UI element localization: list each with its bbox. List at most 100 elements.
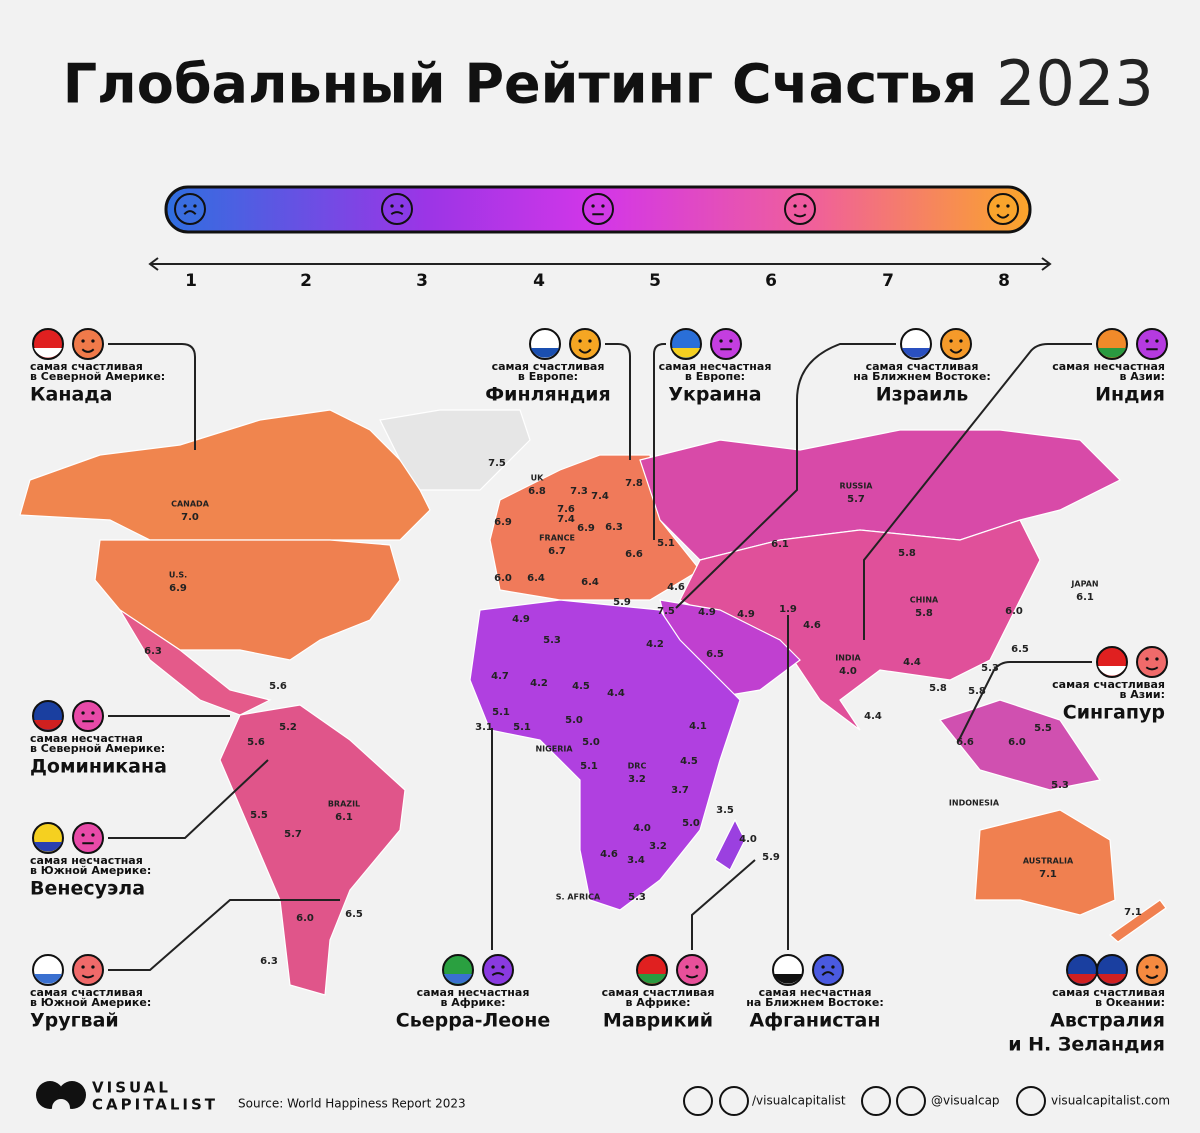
callout-caption: самая несчастная	[659, 360, 772, 373]
flag-stripe	[672, 348, 700, 358]
happiness-score: 4.6	[803, 620, 821, 631]
happiness-score: 5.5	[1034, 723, 1052, 734]
scale-face	[174, 193, 206, 225]
country-label: 6.9	[577, 523, 595, 534]
flag	[442, 954, 474, 986]
happiness-score: 5.1	[657, 538, 675, 549]
flag	[529, 328, 561, 360]
callout-country: Доминикана	[30, 756, 167, 778]
happiness-score: 5.7	[284, 829, 302, 840]
flag-stripe	[34, 348, 62, 358]
flag-stripe	[531, 348, 559, 358]
country-label: 6.0	[1005, 606, 1023, 617]
callout-caption: самая счастливая	[1052, 678, 1165, 691]
face-eye	[91, 833, 95, 837]
face-circle	[784, 193, 816, 225]
callout-caption: на Ближнем Востоке:	[746, 996, 884, 1009]
face-eye	[1155, 965, 1159, 969]
country-label: 5.5	[1034, 723, 1052, 734]
happiness-score: 4.9	[737, 609, 755, 620]
country-label: 7.1	[1124, 907, 1142, 918]
happiness-score: 5.1	[580, 761, 598, 772]
callout-country: Украина	[668, 384, 761, 406]
face-circle	[582, 193, 614, 225]
happiness-score: 7.5	[657, 606, 675, 617]
country-label: 5.3	[1051, 780, 1069, 791]
face-eye	[81, 965, 85, 969]
country-label: 7.4	[557, 514, 575, 525]
callout-caption: в Азии:	[1119, 688, 1165, 701]
face-circle	[940, 328, 972, 360]
country-name: AUSTRALIA	[1023, 857, 1074, 866]
flag	[32, 954, 64, 986]
face-eye	[996, 204, 1000, 208]
country-label: 5.5	[250, 810, 268, 821]
callout-caption: самая несчастная	[30, 732, 143, 745]
country-label: U.S. 6.9	[169, 571, 187, 595]
flag-stripe	[902, 348, 930, 358]
happiness-score: 7.8	[625, 478, 643, 489]
flag-stripe	[34, 974, 62, 984]
country-label: 6.0	[1008, 737, 1026, 748]
face-mouth	[81, 348, 95, 353]
country-label: 1.9	[779, 604, 797, 615]
happiness-score: 5.6	[247, 737, 265, 748]
country-name: INDIA	[835, 654, 861, 663]
face-mouth	[81, 974, 95, 979]
happiness-score: 5.3	[1051, 780, 1069, 791]
happiness-score: 7.0	[181, 512, 199, 523]
callout-face	[812, 954, 844, 986]
callout-face	[569, 328, 601, 360]
happiness-score: 7.4	[591, 491, 609, 502]
happiness-score: 5.1	[513, 722, 531, 733]
callout-country: Сьерра-Леоне	[396, 1010, 551, 1032]
happiness-score: 3.4	[627, 855, 645, 866]
country-label: 4.1	[689, 721, 707, 732]
scale-face	[784, 193, 816, 225]
happiness-score: 5.5	[250, 810, 268, 821]
flag	[1096, 954, 1128, 986]
country-name: CHINA	[910, 596, 939, 605]
happiness-score: 6.5	[345, 909, 363, 920]
country-label: 3.1	[475, 722, 493, 733]
country-label: 3.5	[716, 805, 734, 816]
happiness-score: 6.3	[605, 522, 623, 533]
happiness-score: 7.3	[570, 486, 588, 497]
happiness-score: 5.8	[929, 683, 947, 694]
happiness-score: 7.6	[557, 504, 575, 515]
happiness-score: 6.4	[581, 577, 599, 588]
happiness-score: 4.6	[600, 849, 618, 860]
title-year: 2023	[996, 47, 1154, 120]
callout-caption: самая счастливая	[492, 360, 605, 373]
country-name: DRC	[628, 762, 647, 771]
flag	[772, 954, 804, 986]
country-label: 5.0	[682, 818, 700, 829]
face-eye	[1155, 339, 1159, 343]
happiness-score: 5.3	[543, 635, 561, 646]
happiness-score: 6.9	[577, 523, 595, 534]
logo-icon	[36, 1081, 86, 1117]
country-label: 7.8	[625, 478, 643, 489]
happiness-score: 5.8	[968, 686, 986, 697]
happiness-score: 3.1	[475, 722, 493, 733]
country-label: INDIA 4.0	[835, 654, 861, 678]
face-eye	[91, 339, 95, 343]
country-label: 4.0	[739, 834, 757, 845]
flag-stripe	[638, 974, 666, 984]
happiness-score: 7.4	[557, 514, 575, 525]
happiness-score: 4.9	[512, 614, 530, 625]
scale-tick-label: 2	[300, 271, 312, 291]
face-eye	[91, 965, 95, 969]
happiness-score: 4.4	[607, 688, 625, 699]
country-name: BRAZIL	[328, 800, 360, 809]
happiness-score: 4.7	[491, 671, 509, 682]
happiness-score: 5.0	[582, 737, 600, 748]
world-map: CANADA 7.0 U.S. 6.9 6.3 5.6 5.2 5.6 5.5 5.7 BRAZIL…	[19, 409, 1167, 996]
happiness-score: 5.3	[628, 892, 646, 903]
flag	[636, 954, 668, 986]
